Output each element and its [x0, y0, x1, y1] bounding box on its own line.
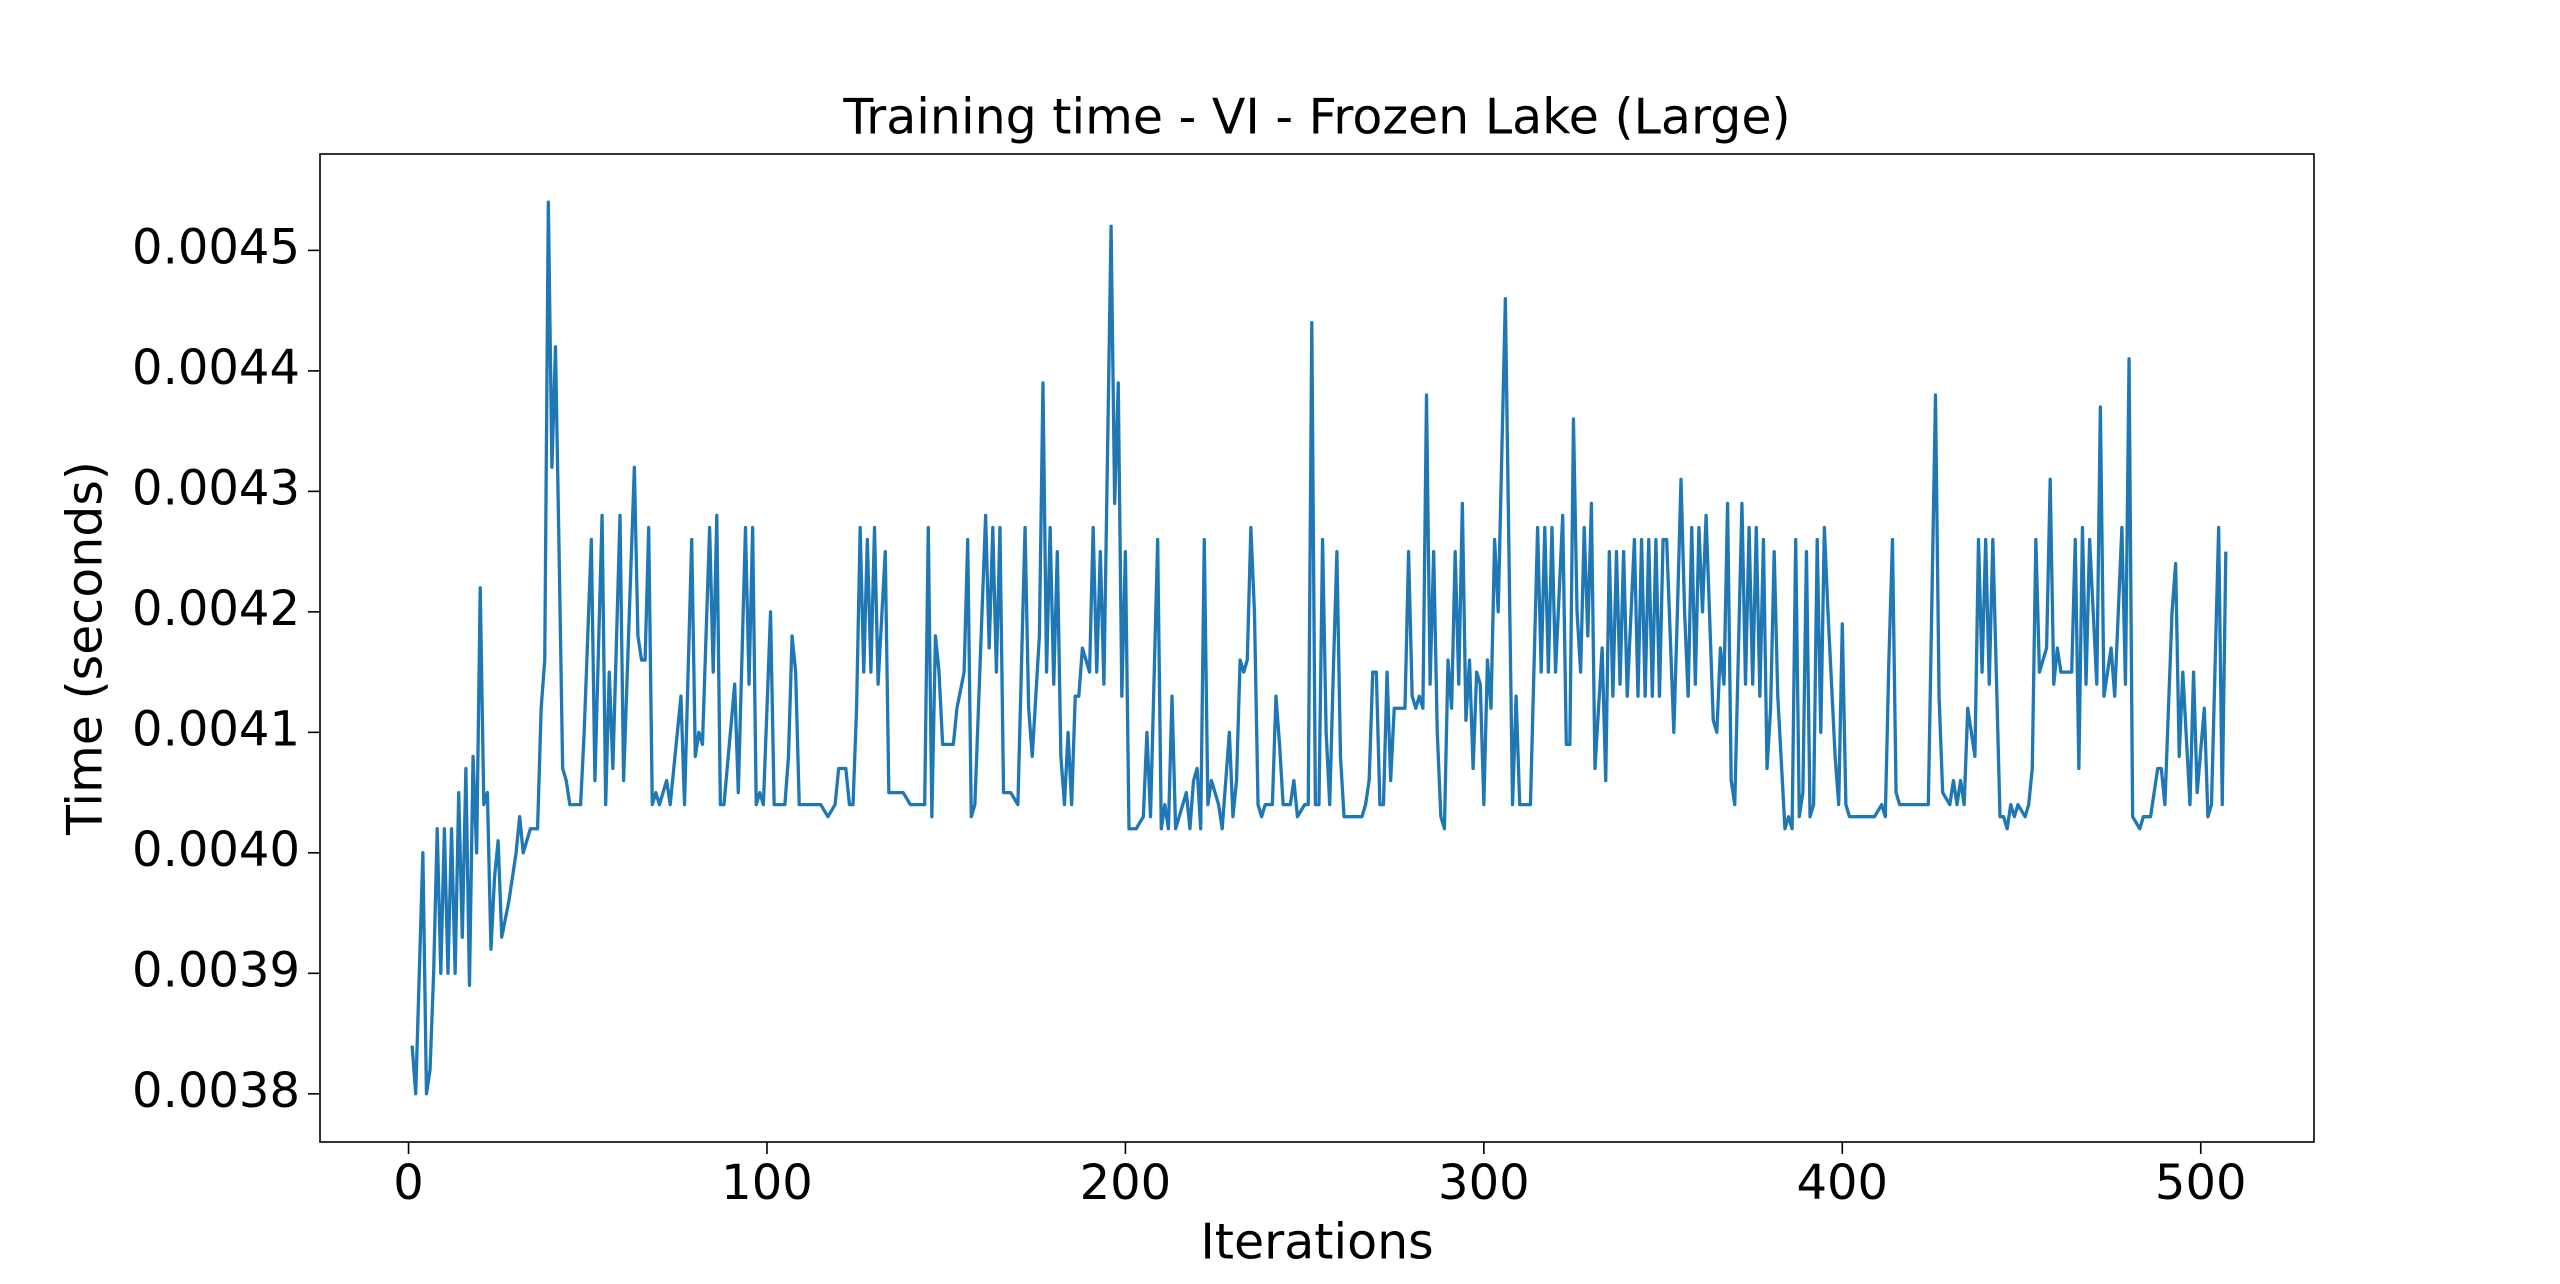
y-tick-label: 0.0045 [132, 219, 300, 275]
x-tick-label: 0 [393, 1155, 424, 1211]
y-axis-label: Time (seconds) [57, 461, 114, 836]
chart-title: Training time - VI - Frozen Lake (Large) [842, 89, 1790, 146]
x-tick-label: 200 [1080, 1155, 1172, 1211]
y-tick-label: 0.0044 [132, 340, 300, 396]
x-tick-label: 400 [1796, 1155, 1888, 1211]
y-tick-label: 0.0041 [132, 701, 300, 757]
x-tick-label: 100 [721, 1155, 813, 1211]
x-axis-label: Iterations [1200, 1214, 1433, 1271]
y-tick-label: 0.0043 [132, 460, 300, 516]
y-tick-label: 0.0042 [132, 581, 300, 637]
x-tick-label: 500 [2155, 1155, 2247, 1211]
y-tick-label: 0.0040 [132, 822, 300, 878]
y-tick-label: 0.0038 [132, 1063, 300, 1119]
x-tick-label: 300 [1438, 1155, 1530, 1211]
data-line [410, 200, 2228, 1096]
y-tick-label: 0.0039 [132, 942, 300, 998]
plot-frame [319, 153, 2315, 1143]
